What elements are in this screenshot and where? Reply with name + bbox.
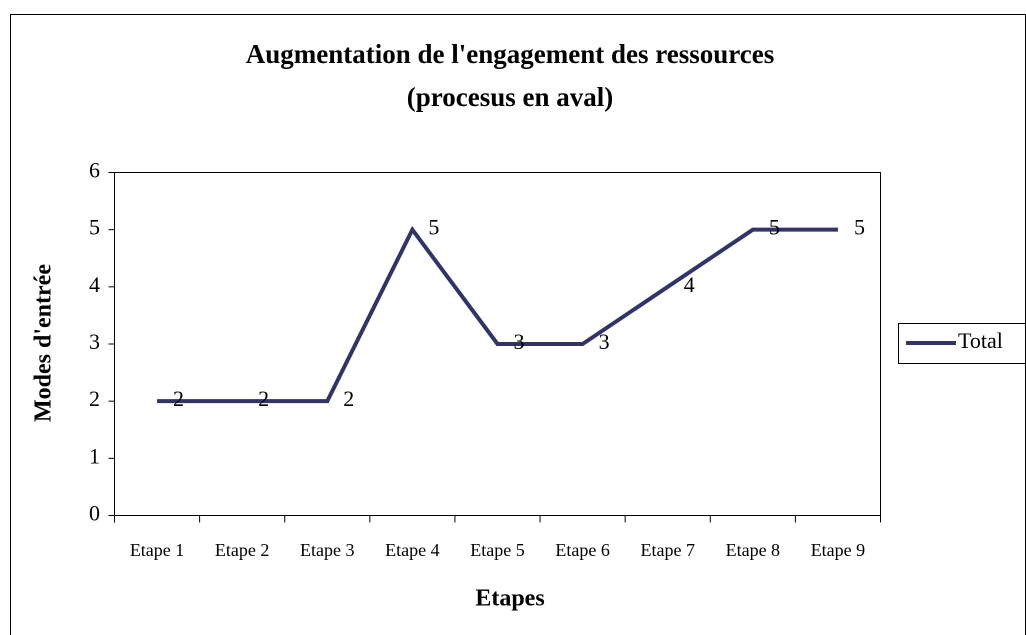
data-label: 5 bbox=[428, 215, 439, 240]
x-tick-label: Etape 9 bbox=[811, 540, 865, 560]
data-label: 5 bbox=[854, 215, 865, 240]
x-tick-label: Etape 4 bbox=[385, 540, 439, 560]
data-label: 3 bbox=[514, 329, 525, 354]
data-label: 4 bbox=[684, 272, 695, 297]
x-tick-label: Etape 7 bbox=[640, 540, 694, 560]
x-tick-label: Etape 8 bbox=[726, 540, 780, 560]
x-tick-label: Etape 3 bbox=[300, 540, 354, 560]
data-label: 2 bbox=[258, 386, 269, 411]
x-tick-label: Etape 2 bbox=[215, 540, 269, 560]
x-tick-label: Etape 1 bbox=[130, 540, 184, 560]
y-tick-label: 5 bbox=[89, 215, 100, 240]
y-tick-label: 6 bbox=[89, 158, 100, 183]
series-line bbox=[157, 225, 838, 404]
y-tick-label: 4 bbox=[89, 272, 100, 297]
y-tick-label: 1 bbox=[89, 443, 100, 468]
x-tick-label: Etape 5 bbox=[470, 540, 524, 560]
data-label: 2 bbox=[173, 386, 184, 411]
y-axis-label: Modes d'entrée bbox=[31, 264, 57, 422]
y-tick-label: 0 bbox=[89, 501, 100, 526]
chart-subtitle: (procesus en aval) bbox=[407, 82, 614, 112]
y-tick-label: 2 bbox=[89, 386, 100, 411]
x-axis-label: Etapes bbox=[475, 586, 544, 612]
chart-title: Augmentation de l'engagement des ressour… bbox=[246, 39, 774, 69]
x-tick-label: Etape 6 bbox=[555, 540, 609, 560]
legend-label: Total bbox=[958, 328, 1003, 353]
data-label: 5 bbox=[769, 215, 780, 240]
y-tick-label: 3 bbox=[89, 329, 100, 354]
data-label: 2 bbox=[343, 386, 354, 411]
data-label: 3 bbox=[599, 329, 610, 354]
